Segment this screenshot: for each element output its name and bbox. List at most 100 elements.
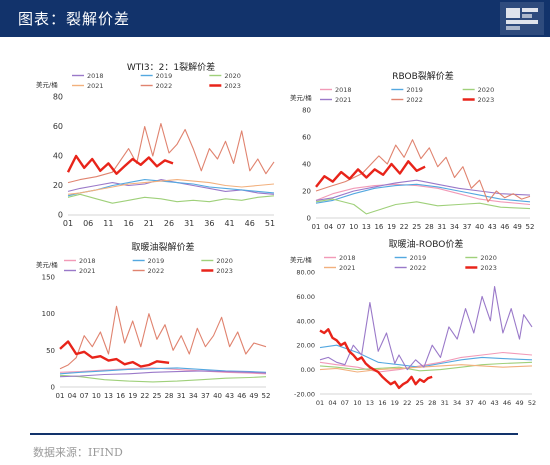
x-tick-label: 01: [56, 392, 65, 400]
x-tick-label: 41: [224, 219, 234, 228]
x-tick-label: 16: [116, 392, 125, 400]
x-tick-label: 04: [68, 392, 77, 400]
x-tick-label: 43: [488, 223, 497, 230]
chart-heating-oil-crack-spread: 美元/桶 取暖油裂解价差 2018 2019 2020 2021 2022 2023 0 50 10…: [36, 241, 270, 400]
series-line-2020: [319, 361, 533, 372]
legend-label-2022: 2022: [156, 82, 173, 90]
x-tick-label: 22: [400, 223, 409, 230]
x-tick-label: 25: [412, 223, 421, 230]
x-tick-label: 43: [225, 392, 234, 400]
x-tick-label: 16: [378, 399, 386, 407]
y-unit-label: 美元/桶: [290, 93, 312, 102]
company-logo: [500, 2, 544, 35]
series-line-2023: [59, 340, 170, 368]
series-line-2021: [59, 370, 267, 378]
x-tick-label: 01: [312, 223, 321, 230]
x-tick-label: 52: [528, 399, 536, 407]
y-tick-label: 20.00: [296, 342, 315, 350]
y-tick-label: 150: [42, 274, 55, 282]
x-tick-label: 31: [184, 219, 194, 228]
y-tick-label: 80: [53, 93, 63, 102]
y-tick-label: 60: [53, 122, 63, 131]
header-bar: 图表：裂解价差: [0, 0, 550, 37]
x-tick-label: 46: [245, 219, 255, 228]
x-tick-label: 46: [500, 223, 509, 230]
legend-label-2022: 2022: [406, 96, 423, 104]
legend-label-2022: 2022: [148, 267, 165, 275]
x-tick-label: 25: [416, 399, 424, 407]
y-tick-label: 100: [42, 310, 55, 318]
x-tick-label: 22: [403, 399, 411, 407]
x-tick-label: 40: [475, 223, 484, 230]
legend-label-2020: 2020: [224, 72, 241, 80]
legend-label-2021: 2021: [87, 82, 104, 90]
x-tick-label: 01: [316, 399, 324, 407]
x-tick-label: 51: [265, 219, 275, 228]
series-line-2019: [59, 367, 267, 375]
x-tick-label: 28: [425, 223, 434, 230]
y-tick-label: 20: [302, 188, 311, 196]
x-tick-label: 31: [441, 399, 449, 407]
x-tick-label: 26: [164, 219, 174, 228]
x-tick-label: 37: [201, 392, 210, 400]
x-tick-label: 10: [353, 399, 361, 407]
legend-label-2019: 2019: [148, 257, 165, 265]
legend-label-2018: 2018: [339, 254, 356, 262]
y-tick-label: 60: [302, 134, 311, 142]
legend-label-2021: 2021: [339, 264, 356, 272]
series-line-2018: [315, 183, 531, 206]
x-tick-label: 28: [165, 392, 174, 400]
series-line-2021: [319, 364, 533, 373]
x-tick-label: 31: [177, 392, 186, 400]
x-tick-label: 34: [453, 399, 461, 407]
y-tick-label: 40: [53, 152, 63, 161]
series-line-2022: [319, 286, 533, 371]
series-line-2021: [315, 179, 531, 201]
series-line-2021: [67, 179, 275, 195]
legend-label-2018: 2018: [79, 257, 96, 265]
series-line-2022: [59, 305, 267, 370]
x-tick-label: 07: [337, 223, 346, 230]
x-tick-label: 46: [237, 392, 246, 400]
x-tick-label: 43: [490, 399, 498, 407]
x-tick-label: 19: [391, 399, 399, 407]
x-tick-label: 31: [437, 223, 446, 230]
series-line-2023: [319, 328, 433, 390]
chart-heating-oil-rbob-spread: 美元/桶 取暖油-ROBO价差 2018 2019 2020 2021 2022 2023 -2…: [290, 238, 536, 407]
x-tick-label: 52: [526, 223, 535, 230]
legend-label-2019: 2019: [406, 86, 423, 94]
legend-label-2020: 2020: [480, 254, 497, 262]
series-line-2020: [315, 198, 531, 215]
y-unit-label: 美元/桶: [290, 255, 312, 264]
legend-label-2021: 2021: [79, 267, 96, 275]
x-tick-label: 04: [324, 223, 333, 230]
chart-title: RBOB裂解价差: [392, 70, 454, 82]
y-tick-label: 0.00: [301, 366, 315, 374]
y-tick-label: 20: [53, 181, 63, 190]
legend-label-2023: 2023: [480, 264, 497, 272]
x-tick-label: 36: [204, 219, 214, 228]
x-tick-label: 21: [144, 219, 154, 228]
legend-label-2019: 2019: [410, 254, 427, 262]
chart-title: 取暖油裂解价差: [131, 241, 194, 253]
series-line-2019: [67, 179, 275, 197]
x-tick-label: 46: [503, 399, 511, 407]
x-tick-label: 25: [152, 392, 161, 400]
x-tick-label: 16: [123, 219, 133, 228]
series-line-2020: [67, 193, 275, 204]
x-tick-label: 37: [466, 399, 474, 407]
series-line-2023: [315, 160, 426, 188]
x-tick-label: 01: [63, 219, 73, 228]
y-tick-label: 60.00: [296, 293, 315, 301]
x-tick-label: 16: [374, 223, 383, 230]
y-tick-label: 0: [51, 384, 55, 392]
y-tick-label: -20.00: [294, 391, 315, 399]
x-tick-label: 07: [341, 399, 349, 407]
x-tick-label: 34: [450, 223, 459, 230]
x-tick-label: 28: [428, 399, 436, 407]
chart-title: WTI3：2：1裂解价差: [127, 61, 215, 73]
x-tick-label: 34: [189, 392, 198, 400]
x-tick-label: 10: [92, 392, 101, 400]
x-tick-label: 37: [463, 223, 472, 230]
